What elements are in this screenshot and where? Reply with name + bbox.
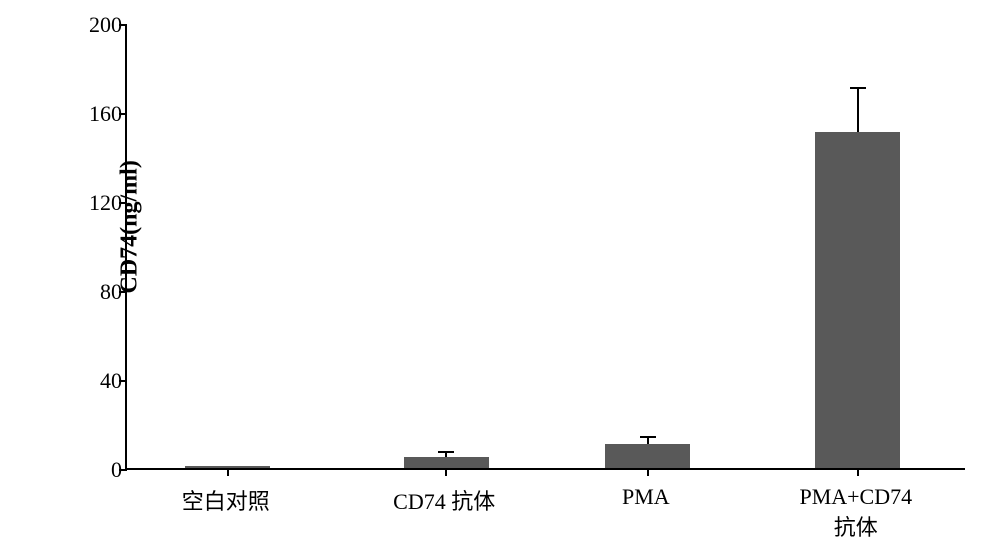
bar-fill [404, 457, 489, 468]
x-tick [445, 468, 447, 476]
error-bar [647, 437, 649, 444]
error-cap [640, 436, 656, 438]
bar [815, 132, 900, 468]
y-tick-label: 40 [72, 368, 122, 394]
x-tick-label: PMA+CD74抗体 [794, 484, 918, 542]
y-tick-label: 160 [72, 101, 122, 127]
x-tick [857, 468, 859, 476]
x-tick-label: PMA [622, 484, 670, 510]
y-tick-label: 120 [72, 190, 122, 216]
bar-fill [815, 132, 900, 468]
bar [605, 444, 690, 468]
x-tick [647, 468, 649, 476]
error-cap [850, 87, 866, 89]
x-tick [227, 468, 229, 476]
bar-fill [605, 444, 690, 468]
plot-area [125, 25, 965, 470]
y-tick-label: 80 [72, 279, 122, 305]
y-tick-label: 200 [72, 12, 122, 38]
x-tick-label: CD74 抗体 [393, 484, 495, 516]
y-tick-label: 0 [72, 457, 122, 483]
error-cap [438, 451, 454, 453]
x-tick-label: 空白对照 [182, 484, 270, 516]
chart-container: CD74(ng/ml) 04080120160200空白对照CD74 抗体PMA… [110, 10, 980, 510]
bar [404, 457, 489, 468]
error-bar [857, 88, 859, 133]
